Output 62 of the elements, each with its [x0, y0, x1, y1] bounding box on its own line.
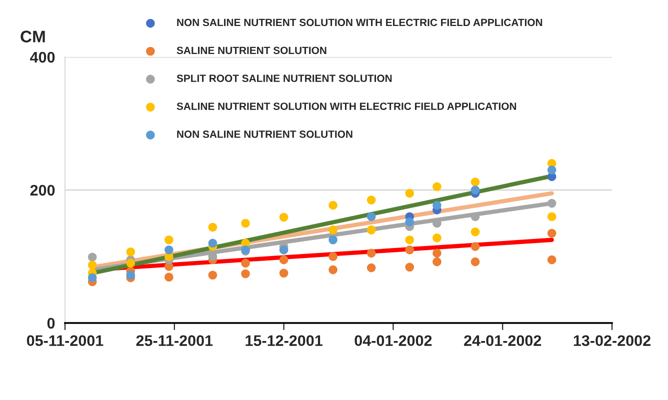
x-tick-label: 13-02-2002	[574, 335, 650, 346]
point	[405, 235, 414, 244]
point	[405, 262, 414, 272]
point	[432, 182, 442, 192]
point	[164, 272, 174, 282]
point	[279, 255, 288, 264]
point	[432, 257, 442, 266]
y-tick-label: 400	[30, 52, 55, 63]
point	[208, 222, 218, 232]
point	[405, 218, 414, 226]
y-axis-title: CM	[20, 30, 45, 42]
point	[126, 270, 136, 280]
legend-label: NON SALINE NUTRIENT SOLUTION WITH ELECTRIC FIELD APPLICATION	[177, 18, 542, 26]
legend-label: SALINE NUTRIENT SOLUTION	[176, 46, 326, 54]
point	[208, 270, 218, 280]
point	[328, 252, 338, 261]
point	[164, 245, 174, 254]
point	[328, 200, 338, 210]
point	[432, 248, 442, 258]
point	[405, 245, 414, 254]
point	[366, 248, 376, 258]
point	[328, 265, 338, 274]
point	[88, 252, 97, 262]
point	[405, 188, 414, 198]
point	[470, 228, 480, 236]
point	[470, 242, 480, 251]
legend-label: SALINE NUTRIENT SOLUTION WITH ELECTRIC FIELD APPLICATION	[176, 102, 516, 110]
x-tick-label: 15-12-2001	[246, 335, 322, 346]
point	[328, 235, 338, 244]
y-tick-label: 0	[47, 318, 55, 329]
point	[88, 273, 97, 282]
point	[470, 212, 480, 221]
x-tick-label: 05-11-2001	[26, 335, 104, 346]
y-tick-label: 200	[30, 184, 55, 196]
point	[547, 198, 556, 208]
x-tick-label: 04-01-2002	[354, 335, 432, 346]
point	[88, 260, 97, 270]
point	[126, 258, 136, 268]
point	[366, 196, 376, 204]
point	[470, 186, 480, 194]
point	[470, 257, 480, 266]
x-tick-label: 24-01-2002	[464, 335, 542, 346]
point	[279, 268, 288, 278]
point	[164, 235, 174, 244]
point	[547, 212, 556, 221]
point	[547, 228, 556, 238]
point	[547, 255, 556, 264]
point	[366, 263, 376, 272]
point	[241, 218, 250, 228]
x-tick-label: 25-11-2001	[136, 335, 213, 346]
point	[470, 178, 480, 186]
point	[126, 247, 136, 256]
point	[547, 166, 556, 174]
point	[432, 233, 442, 242]
legend-label: SPLIT ROOT SALINE NUTRIENT SOLUTION	[176, 74, 392, 82]
point	[241, 269, 250, 278]
point	[366, 212, 376, 221]
point	[432, 200, 442, 210]
legend-label: NON SALINE NUTRIENT SOLUTION	[177, 130, 352, 138]
point	[241, 258, 250, 268]
point	[279, 212, 288, 222]
point	[208, 238, 218, 248]
